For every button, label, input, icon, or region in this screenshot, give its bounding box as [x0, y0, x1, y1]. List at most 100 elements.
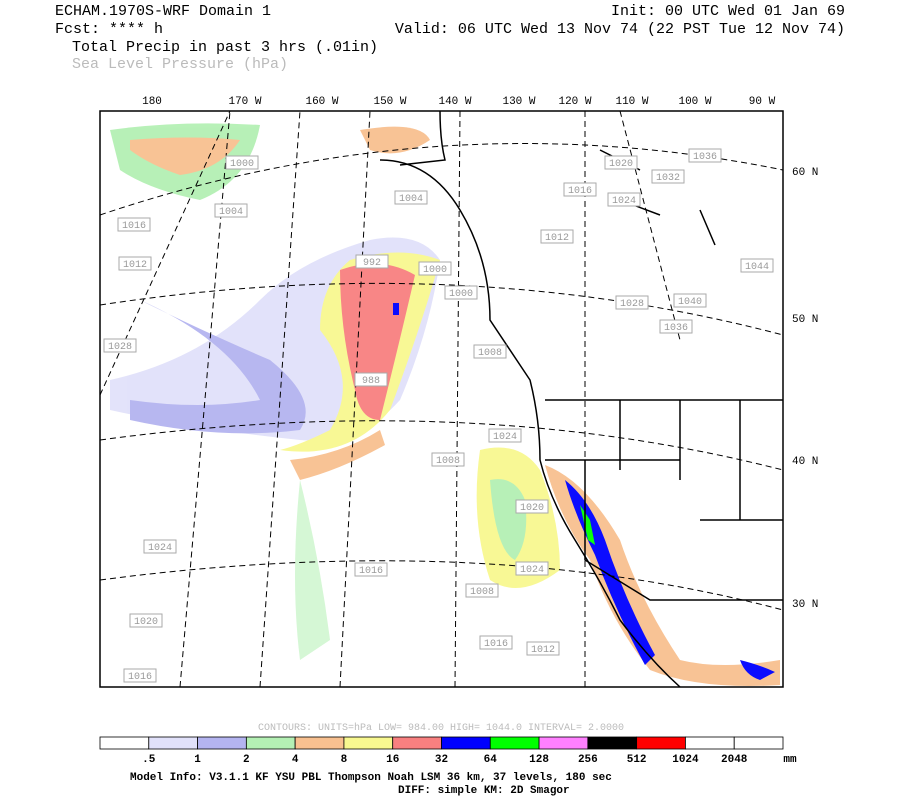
init-time: Init: 00 UTC Wed 01 Jan 69 — [611, 3, 845, 20]
map-frame — [99, 110, 784, 688]
contour-label: 1000 — [423, 265, 447, 276]
colorbar-unit: mm — [783, 754, 797, 766]
lon-label: 140 W — [438, 96, 471, 108]
colorbar-label: 2 — [243, 754, 250, 766]
lon-label: 180 — [142, 96, 162, 108]
contour-label-box — [431, 452, 465, 467]
field-slp: Sea Level Pressure (hPa) — [72, 56, 288, 73]
contour-label-box — [354, 372, 388, 387]
contour-label-box — [563, 182, 597, 197]
lon-label: 130 W — [502, 96, 535, 108]
contour-label: 1036 — [664, 323, 688, 334]
colorbar-label: 1024 — [672, 754, 699, 766]
contour-label: 1016 — [568, 186, 592, 197]
contour-label-box — [418, 261, 452, 276]
colorbar: .5 1 2 4 8 16 32 64 128 256 512 1024 2048 mm — [99, 736, 797, 766]
colorbar-swatch — [99, 736, 150, 750]
contour-label: 1028 — [108, 342, 132, 353]
contour-label-box — [118, 256, 152, 271]
contour-label: 1028 — [620, 299, 644, 310]
contour-label: 1020 — [134, 617, 158, 628]
colorbar-swatch — [441, 736, 491, 750]
contour-label: 1024 — [612, 196, 636, 207]
lon-label: 100 W — [678, 96, 711, 108]
contour-label-box — [394, 190, 428, 205]
contour-label: 1008 — [478, 348, 502, 359]
contour-label-box — [673, 293, 707, 308]
contour-label-box — [117, 217, 151, 232]
contour-label: 1016 — [359, 566, 383, 577]
contour-label-box — [688, 148, 722, 163]
contour-label-box — [354, 562, 388, 577]
contour-label: 1000 — [449, 289, 473, 300]
lat-label: 30 N — [792, 599, 818, 611]
contour-label: 1044 — [745, 262, 769, 273]
contour-label-box — [659, 319, 693, 334]
colorbar-label: 256 — [578, 754, 598, 766]
colorbar-label: 1 — [194, 754, 201, 766]
contour-label: 1008 — [470, 587, 494, 598]
contour-label: 1020 — [609, 159, 633, 170]
colorbar-swatch — [148, 736, 198, 750]
contour-label: 992 — [363, 258, 381, 269]
colorbar-label: 2048 — [721, 754, 748, 766]
precip-shading — [110, 123, 780, 686]
contour-label-box — [604, 155, 638, 170]
colorbar-label: 4 — [292, 754, 299, 766]
lat-label: 60 N — [792, 167, 818, 179]
colorbar-swatch — [489, 736, 540, 750]
colorbar-swatch — [685, 736, 735, 750]
lat-label: 50 N — [792, 314, 818, 326]
contour-label: 1016 — [122, 221, 146, 232]
contour-label-box — [225, 155, 259, 170]
contour-label-box — [607, 192, 641, 207]
contour-label-box — [444, 285, 478, 300]
contour-label-box — [515, 499, 549, 514]
contour-label: 1024 — [148, 543, 172, 554]
contour-label: 1004 — [219, 207, 243, 218]
contour-label: 1000 — [230, 159, 254, 170]
field-precip: Total Precip in past 3 hrs (.01in) — [72, 39, 378, 56]
contour-label: 1016 — [484, 639, 508, 650]
contour-label: 1016 — [128, 672, 152, 683]
valid-time: Valid: 06 UTC Wed 13 Nov 74 (22 PST Tue … — [395, 21, 845, 38]
contour-label: 1020 — [520, 503, 544, 514]
contour-label-box — [214, 203, 248, 218]
contour-label: 1012 — [531, 645, 555, 656]
contour-label: 1024 — [493, 432, 517, 443]
colorbar-label: .5 — [142, 754, 156, 766]
lat-label: 40 N — [792, 456, 818, 468]
contour-label: 1040 — [678, 297, 702, 308]
contour-label: 988 — [362, 376, 380, 387]
colorbar-label: 64 — [484, 754, 498, 766]
colorbar-swatch — [343, 736, 394, 750]
contour-label-box — [515, 561, 549, 576]
contour-label: 1036 — [693, 152, 717, 163]
contour-label-box — [355, 254, 389, 269]
lon-label: 90 W — [749, 96, 776, 108]
colorbar-swatch — [733, 736, 784, 750]
colorbar-label: 16 — [386, 754, 399, 766]
colorbar-swatch — [245, 736, 296, 750]
lon-label: 110 W — [615, 96, 648, 108]
colorbar-label: 512 — [627, 754, 647, 766]
contour-label-box — [123, 668, 157, 683]
contour-label-box — [479, 635, 513, 650]
model-info: Model Info: V3.1.1 KF YSU PBL Thompson N… — [130, 772, 612, 784]
contour-label-box — [488, 428, 522, 443]
colorbar-swatch — [294, 736, 345, 750]
contour-label-box — [615, 295, 649, 310]
contour-label-box — [540, 229, 574, 244]
contour-label: 1008 — [436, 456, 460, 467]
map — [99, 110, 784, 688]
contour-label: 1032 — [656, 173, 680, 184]
colorbar-swatch — [636, 736, 686, 750]
contour-label-box — [526, 641, 560, 656]
lon-label: 120 W — [558, 96, 591, 108]
contour-label-box — [143, 539, 177, 554]
diff-info: DIFF: simple KM: 2D Smagor — [398, 785, 570, 797]
lon-label: 160 W — [305, 96, 338, 108]
contour-label-box — [740, 258, 774, 273]
colorbar-swatch — [392, 736, 442, 750]
